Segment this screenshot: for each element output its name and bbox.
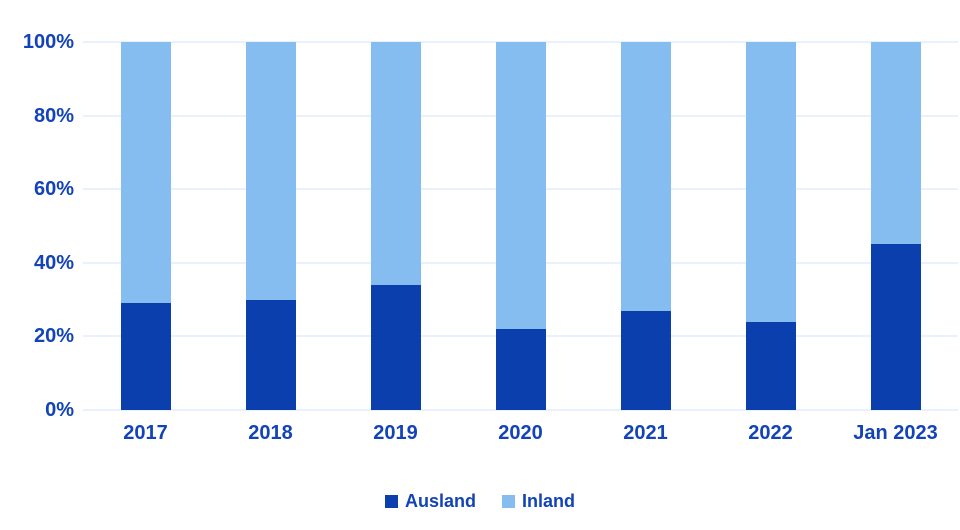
bar-segment-inland[interactable] xyxy=(870,42,921,245)
bar-column xyxy=(583,42,708,410)
bar-stack xyxy=(620,42,671,410)
legend-swatch-icon xyxy=(502,494,515,508)
gridline xyxy=(83,409,958,411)
bar-stack xyxy=(245,42,296,410)
bar-column xyxy=(83,42,208,410)
y-tick-label: 100% xyxy=(22,31,74,53)
y-tick-label: 40% xyxy=(33,251,74,274)
bar-stack xyxy=(495,42,546,410)
bar-segment-ausland[interactable] xyxy=(370,284,421,410)
x-tick-label: 2019 xyxy=(373,422,418,444)
bar-stack xyxy=(120,42,171,410)
bar-column xyxy=(833,42,958,410)
y-axis: 0% 20% 40% 60% 80% 100% xyxy=(0,31,74,421)
x-tick-label: 2022 xyxy=(748,422,793,444)
bar-column xyxy=(708,42,833,410)
bar-segment-inland[interactable] xyxy=(120,42,171,304)
legend-item-ausland[interactable]: Ausland xyxy=(384,490,476,512)
bar-columns xyxy=(83,42,958,410)
legend-label: Inland xyxy=(522,491,575,511)
plot-area xyxy=(83,41,958,411)
x-tick-label: 2021 xyxy=(623,422,668,444)
bar-stack xyxy=(370,42,421,410)
y-tick-label: 0% xyxy=(45,399,74,421)
bar-segment-inland[interactable] xyxy=(245,42,296,300)
bar-segment-ausland[interactable] xyxy=(120,303,171,410)
bar-column xyxy=(333,42,458,410)
bar-segment-inland[interactable] xyxy=(495,42,546,330)
y-tick-label: 80% xyxy=(33,104,74,127)
bar-segment-ausland[interactable] xyxy=(495,329,546,410)
x-tick-label: Jan 2023 xyxy=(853,422,938,444)
bar-segment-inland[interactable] xyxy=(620,42,671,311)
bar-segment-ausland[interactable] xyxy=(745,321,796,410)
bar-segment-inland[interactable] xyxy=(370,42,421,285)
bar-stack xyxy=(870,42,921,410)
y-tick-label: 60% xyxy=(33,178,74,201)
bar-segment-ausland[interactable] xyxy=(620,310,671,410)
legend-label: Ausland xyxy=(404,491,476,511)
x-tick-label: 2017 xyxy=(123,422,168,444)
x-tick-label: 2020 xyxy=(498,422,543,444)
legend: Ausland Inland xyxy=(0,490,960,512)
legend-item-inland[interactable]: Inland xyxy=(502,490,575,512)
legend-swatch-icon xyxy=(384,494,398,508)
y-tick-label: 20% xyxy=(33,325,74,348)
x-axis: 2017 2018 2019 2020 2021 2022 Jan 2023 xyxy=(83,420,958,446)
bar-column xyxy=(208,42,333,410)
bar-segment-ausland[interactable] xyxy=(245,299,296,410)
bar-column xyxy=(458,42,583,410)
x-tick-label: 2018 xyxy=(248,422,293,444)
bar-stack xyxy=(745,42,796,410)
bar-segment-inland[interactable] xyxy=(745,42,796,322)
bar-segment-ausland[interactable] xyxy=(870,244,921,410)
